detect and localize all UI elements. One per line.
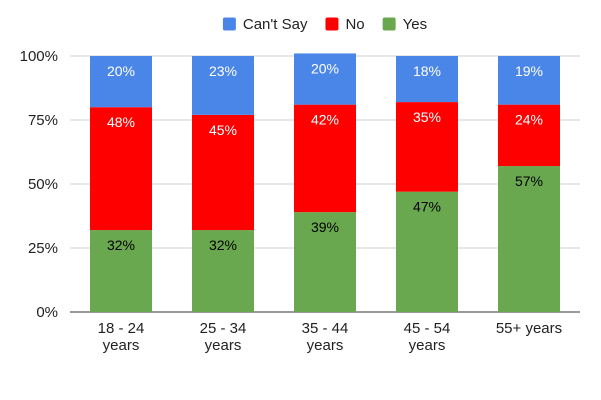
x-category-label: 25 - 34 years xyxy=(200,320,247,354)
data-label-can-t-say: 19% xyxy=(515,63,543,79)
legend-swatch xyxy=(325,17,339,31)
y-tick-label: 75% xyxy=(28,112,58,129)
data-label-can-t-say: 20% xyxy=(311,60,339,76)
x-axis-categories: 18 - 24 years 25 - 34 years 35 - 44 years 45 -… xyxy=(98,320,563,354)
bar-segment-no xyxy=(294,104,356,213)
y-tick-label: 50% xyxy=(28,176,58,193)
bar-segment-yes xyxy=(294,212,356,312)
x-category-label: 55+ years xyxy=(496,320,562,337)
bar-segment-can-t-say xyxy=(294,53,356,105)
data-label-no: 35% xyxy=(413,109,441,125)
data-label-yes: 39% xyxy=(311,219,339,235)
bar-segment-yes xyxy=(192,230,254,312)
data-label-yes: 47% xyxy=(413,199,441,215)
data-label-no: 24% xyxy=(515,112,543,128)
legend-item-can-t-say: Can't Say xyxy=(222,16,308,33)
bar-segment-no xyxy=(90,107,152,231)
legend-swatch xyxy=(382,17,396,31)
x-category-label: 45 - 54 years xyxy=(404,320,451,354)
legend-swatch xyxy=(222,17,236,31)
x-category-label: 35 - 44 years xyxy=(302,320,349,354)
legend-label: No xyxy=(345,16,364,33)
legend-item-no: No xyxy=(325,16,365,33)
data-label-yes: 57% xyxy=(515,173,543,189)
legend-label: Yes xyxy=(403,16,427,33)
bar-segment-no xyxy=(498,104,560,167)
bar-segment-can-t-say xyxy=(192,56,254,115)
x-category-label: 18 - 24 years xyxy=(98,320,145,354)
data-label-can-t-say: 20% xyxy=(107,63,135,79)
data-label-can-t-say: 18% xyxy=(413,63,441,79)
data-label-yes: 32% xyxy=(107,237,135,253)
y-tick-label: 25% xyxy=(28,240,58,257)
legend-label: Can't Say xyxy=(243,16,308,33)
bar-segment-can-t-say xyxy=(396,56,458,103)
data-label-no: 45% xyxy=(209,122,237,138)
legend-item-yes: Yes xyxy=(382,16,427,33)
y-tick-label: 0% xyxy=(36,304,58,321)
legend: Can't Say No Yes xyxy=(222,16,427,33)
data-label-can-t-say: 23% xyxy=(209,63,237,79)
bar-segment-no xyxy=(396,102,458,192)
bars: 32% 48% 20% 32% 45% 23% 39% 42% 20% 47% 35% 18% 57% 2… xyxy=(90,53,560,312)
bar-segment-can-t-say xyxy=(90,56,152,108)
data-label-no: 48% xyxy=(107,114,135,130)
bar-segment-can-t-say xyxy=(498,56,560,105)
data-label-no: 42% xyxy=(311,112,339,128)
y-tick-label: 100% xyxy=(20,48,58,65)
bar-segment-yes xyxy=(90,230,152,312)
y-axis-ticks: 0% 25% 50% 75% 100% xyxy=(20,48,58,321)
bar-segment-no xyxy=(192,114,254,231)
data-label-yes: 32% xyxy=(209,237,237,253)
bar-segment-yes xyxy=(396,191,458,312)
bar-segment-yes xyxy=(498,166,560,312)
